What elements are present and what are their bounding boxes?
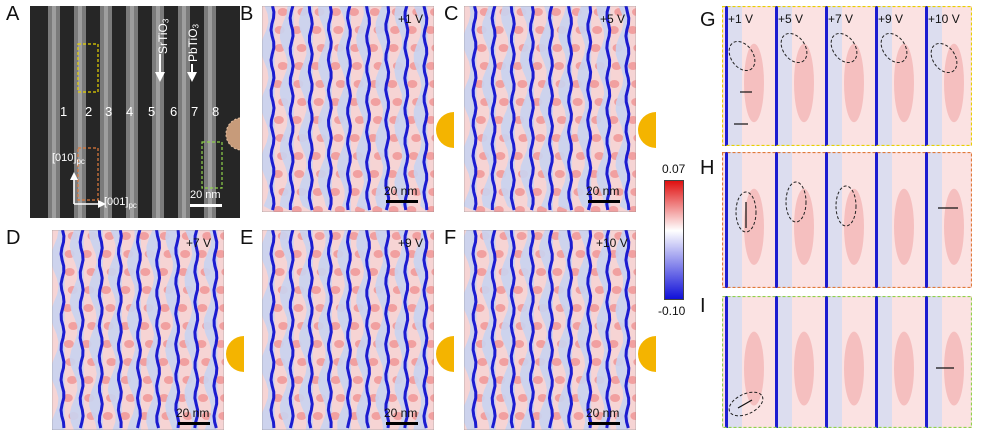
panel-letter-g: G [700,9,716,31]
layer-number: 4 [126,104,134,119]
colorbar-min-label: -0.10 [658,304,686,318]
tip-marker-b [436,112,454,148]
panel-letter-d: D [6,227,21,249]
scale-bar-b [386,200,418,203]
panel-letter-c: C [444,3,459,25]
strain-map-e [262,230,434,430]
layer-number: 6 [170,104,178,119]
voltage-label-c: +5 V [600,12,626,26]
scale-label-c: 20 nm [586,184,620,198]
scale-label-a: 20 nm [190,189,221,201]
layer-number: 7 [191,104,199,119]
stem-image [30,6,240,218]
tip-marker-c [638,112,656,148]
panel-letter-a: A [6,3,20,25]
voltage-label-g5: +10 V [928,12,960,26]
strain-map-f [464,230,636,430]
layer-number: 2 [85,104,93,119]
axis-label-001: [001]pc [104,196,137,211]
layer-number: 5 [148,104,156,119]
strain-map-d [52,230,224,430]
voltage-label-g1: +1 V [728,12,754,26]
scale-label-e: 20 nm [384,406,418,420]
scale-bar-c [588,200,620,203]
zoom-strip-h [722,152,972,288]
scale-bar-f [588,422,620,425]
voltage-label-d: +7 V [186,236,212,250]
voltage-label-b: +1 V [398,12,424,26]
panel-letter-b: B [240,3,254,25]
layer-numbers: 1 2 3 4 5 6 7 8 [30,104,240,120]
tip-marker-f [638,336,656,372]
layer-number: 1 [60,104,68,119]
strain-map-b [262,6,434,212]
voltage-label-g4: +9 V [878,12,904,26]
pbtio3-label: PbTiO3 [186,23,201,62]
voltage-label-g3: +7 V [828,12,854,26]
voltage-label-g2: +5 V [778,12,804,26]
panel-letter-f: F [444,227,457,249]
layer-number: 3 [105,104,113,119]
colorbar-max-label: 0.07 [662,162,686,176]
panel-letter-e: E [240,227,254,249]
axis-label-010: [010]pc [52,152,85,167]
scale-label-f: 20 nm [586,406,620,420]
scale-label-d: 20 nm [176,406,210,420]
tip-marker-e [436,336,454,372]
panel-letter-h: H [700,157,715,179]
panel-letter-i: I [700,295,706,317]
tip-marker-d [226,336,244,372]
zoom-strip-i [722,296,972,428]
voltage-label-f: +10 V [596,236,628,250]
zoom-strip-g [722,6,972,146]
scale-bar-e [386,422,418,425]
stem-image-panel-a: 1 2 3 4 5 6 7 8 SrTiO3 PbTiO3 [010]pc [0… [30,6,240,218]
srtio3-label: SrTiO3 [156,18,171,54]
voltage-label-e: +9 V [398,236,424,250]
scale-label-b: 20 nm [384,184,418,198]
layer-number: 8 [212,104,220,119]
strain-map-c [464,6,636,212]
colorbar [664,180,684,300]
scale-bar-d [178,422,210,425]
